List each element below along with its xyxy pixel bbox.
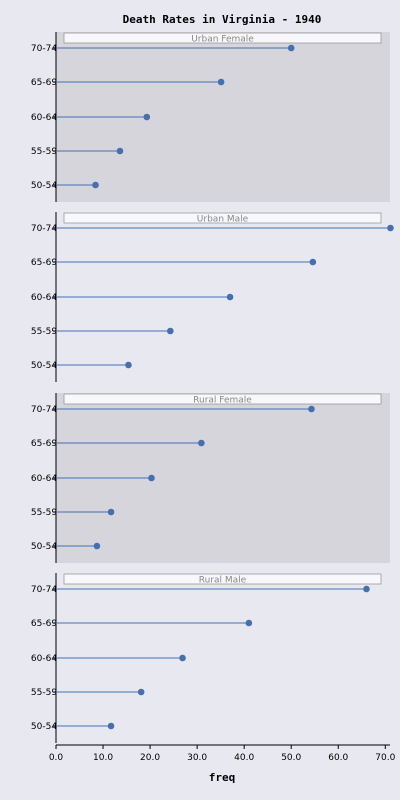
- strip-label: Rural Male: [199, 576, 247, 586]
- y-tick-label: 70-74: [31, 44, 57, 54]
- data-point: [116, 147, 124, 155]
- y-tick-label: 65-69: [31, 258, 57, 268]
- data-point: [287, 44, 295, 52]
- y-tick-label: 60-64: [31, 113, 57, 123]
- x-tick-label: 60.0: [328, 753, 348, 763]
- strip-box: [63, 212, 382, 224]
- y-tick-label: 65-69: [31, 78, 57, 88]
- y-tick-label: 55-59: [31, 688, 57, 698]
- panel: Urban Male 70-74 65-69 60-64 55-59 50-54: [31, 212, 394, 382]
- data-point: [148, 474, 155, 482]
- x-axis-label: freq: [209, 771, 236, 784]
- strip-label: Urban Female: [191, 35, 254, 45]
- x-tick-label: 0.0: [49, 753, 64, 763]
- y-tick-label: 60-64: [31, 474, 57, 484]
- chart-title: Death Rates in Virginia - 1940: [123, 13, 322, 26]
- data-point: [125, 361, 132, 369]
- data-point: [226, 293, 234, 301]
- x-tick-label: 20.0: [140, 753, 160, 763]
- data-point: [309, 258, 317, 266]
- data-point: [137, 688, 145, 696]
- y-tick-label: 60-64: [31, 654, 57, 664]
- strip-box: [63, 393, 382, 405]
- data-point: [167, 327, 174, 335]
- data-point: [143, 113, 151, 121]
- y-tick-label: 50-54: [31, 181, 57, 191]
- strip-label: Rural Female: [193, 396, 252, 406]
- data-point: [107, 508, 115, 516]
- panel: Rural Male 70-74 65-69 60-64 55-59 50-54: [31, 573, 382, 743]
- data-point: [217, 78, 225, 86]
- data-point: [387, 224, 394, 232]
- data-point: [107, 722, 115, 730]
- data-point: [245, 619, 253, 627]
- data-point: [93, 542, 101, 550]
- data-point: [179, 654, 186, 662]
- panel: Rural Female 70-74 65-69 60-64 55-59 50-54: [31, 393, 390, 563]
- y-tick-label: 50-54: [31, 361, 57, 371]
- panel: Urban Female 70-74 65-69 60-64 55-59 50-54: [31, 32, 390, 202]
- data-point: [363, 585, 370, 593]
- y-tick-label: 50-54: [31, 542, 57, 552]
- y-tick-label: 70-74: [31, 405, 57, 415]
- data-point: [308, 405, 315, 413]
- x-axis: 0.0 10.0 20.0 30.0 40.0 50.0 60.0 70.0: [49, 744, 396, 763]
- y-tick-label: 55-59: [31, 147, 57, 157]
- strip-box: [63, 32, 382, 44]
- strip-box: [63, 573, 382, 585]
- y-tick-label: 60-64: [31, 293, 57, 303]
- y-tick-label: 50-54: [31, 722, 57, 732]
- y-tick-label: 55-59: [31, 327, 57, 337]
- data-point: [198, 439, 205, 447]
- strip-label: Urban Male: [197, 215, 249, 225]
- y-tick-label: 65-69: [31, 619, 57, 629]
- x-tick-label: 10.0: [93, 753, 113, 763]
- y-tick-label: 65-69: [31, 439, 57, 449]
- panels: Urban Female70-7465-6960-6455-5950-54Urb…: [31, 32, 394, 743]
- y-tick-label: 55-59: [31, 508, 57, 518]
- x-tick-label: 30.0: [187, 753, 207, 763]
- x-tick-label: 40.0: [234, 753, 254, 763]
- data-point: [92, 181, 99, 189]
- y-tick-label: 70-74: [31, 585, 57, 595]
- x-tick-label: 70.0: [375, 753, 395, 763]
- x-tick-label: 50.0: [281, 753, 301, 763]
- y-tick-label: 70-74: [31, 224, 57, 234]
